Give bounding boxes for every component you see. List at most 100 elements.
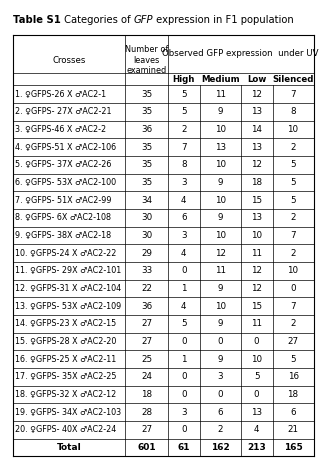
Text: 35: 35 xyxy=(141,178,152,187)
Text: 21: 21 xyxy=(288,426,299,434)
Text: 9: 9 xyxy=(217,213,223,223)
Text: 24: 24 xyxy=(141,372,152,382)
Text: 3: 3 xyxy=(181,178,187,187)
Text: 162: 162 xyxy=(211,443,229,452)
Text: 2: 2 xyxy=(217,426,223,434)
Text: 34: 34 xyxy=(141,196,152,205)
Text: 61: 61 xyxy=(178,443,190,452)
Text: 29: 29 xyxy=(141,249,152,258)
Text: 16: 16 xyxy=(288,372,299,382)
Text: 25: 25 xyxy=(141,355,152,364)
Text: 10: 10 xyxy=(215,302,226,311)
Text: 28: 28 xyxy=(141,408,152,417)
Text: 18: 18 xyxy=(141,390,152,399)
Text: 7: 7 xyxy=(290,90,296,99)
Text: 7: 7 xyxy=(290,302,296,311)
Text: 35: 35 xyxy=(141,108,152,116)
Text: 2: 2 xyxy=(290,249,296,258)
Text: 22: 22 xyxy=(141,284,152,293)
Text: 10: 10 xyxy=(288,125,299,134)
Text: 5: 5 xyxy=(290,160,296,170)
Text: 2: 2 xyxy=(290,213,296,223)
Text: Medium: Medium xyxy=(201,74,239,84)
Text: 4. ♀GFPS-51 X ♂AC2-106: 4. ♀GFPS-51 X ♂AC2-106 xyxy=(15,143,116,152)
Text: 5: 5 xyxy=(290,178,296,187)
Text: 213: 213 xyxy=(247,443,266,452)
Text: Crosses: Crosses xyxy=(52,55,86,65)
Text: 7: 7 xyxy=(181,143,187,152)
Text: 15: 15 xyxy=(251,302,262,311)
Text: 10: 10 xyxy=(251,231,262,240)
Text: 0: 0 xyxy=(254,390,260,399)
Text: 3: 3 xyxy=(181,231,187,240)
Text: 12: 12 xyxy=(251,160,262,170)
Text: 0: 0 xyxy=(181,337,187,346)
Text: 10: 10 xyxy=(288,267,299,275)
Text: 27: 27 xyxy=(288,337,299,346)
Text: 11. ♀GFPS- 29X ♂AC2-101: 11. ♀GFPS- 29X ♂AC2-101 xyxy=(15,267,122,275)
Text: 17. ♀GFPS- 35X ♂AC2-25: 17. ♀GFPS- 35X ♂AC2-25 xyxy=(15,372,117,382)
Text: 8: 8 xyxy=(290,108,296,116)
Text: 0: 0 xyxy=(181,390,187,399)
Text: 601: 601 xyxy=(137,443,156,452)
Text: 12: 12 xyxy=(251,267,262,275)
Text: 36: 36 xyxy=(141,125,152,134)
Text: 15. ♀GFPS-28 X ♂AC2-20: 15. ♀GFPS-28 X ♂AC2-20 xyxy=(15,337,117,346)
Text: 9: 9 xyxy=(217,355,223,364)
Text: Table S1: Table S1 xyxy=(13,15,61,25)
Text: 1: 1 xyxy=(181,355,187,364)
Text: 10: 10 xyxy=(215,231,226,240)
Text: 9: 9 xyxy=(217,319,223,328)
Text: 9. ♀GFPS- 38X ♂AC2-18: 9. ♀GFPS- 38X ♂AC2-18 xyxy=(15,231,111,240)
Text: 6: 6 xyxy=(181,213,187,223)
Text: 13: 13 xyxy=(251,143,262,152)
Text: 9: 9 xyxy=(217,284,223,293)
Text: 0: 0 xyxy=(290,284,296,293)
Text: 13: 13 xyxy=(215,143,226,152)
Text: 4: 4 xyxy=(181,196,187,205)
Text: 2. ♀GFPS- 27X ♂AC2-21: 2. ♀GFPS- 27X ♂AC2-21 xyxy=(15,108,112,116)
Text: 18: 18 xyxy=(251,178,262,187)
Text: 0: 0 xyxy=(217,390,223,399)
Text: 0: 0 xyxy=(181,426,187,434)
Text: 9: 9 xyxy=(217,108,223,116)
Text: 15: 15 xyxy=(251,196,262,205)
Text: 6: 6 xyxy=(217,408,223,417)
Text: 3: 3 xyxy=(181,408,187,417)
Text: 35: 35 xyxy=(141,160,152,170)
Text: 5: 5 xyxy=(181,90,187,99)
Text: 3: 3 xyxy=(217,372,223,382)
Text: Low: Low xyxy=(247,74,266,84)
Text: 10. ♀GFPS-24 X ♂AC2-22: 10. ♀GFPS-24 X ♂AC2-22 xyxy=(15,249,117,258)
Text: 27: 27 xyxy=(141,337,152,346)
Text: 13: 13 xyxy=(251,108,262,116)
Text: 12: 12 xyxy=(251,284,262,293)
Text: 4: 4 xyxy=(181,302,187,311)
Text: 7: 7 xyxy=(290,231,296,240)
Text: 27: 27 xyxy=(141,426,152,434)
Text: 18: 18 xyxy=(288,390,299,399)
Text: 19. ♀GFPS- 34X ♂AC2-103: 19. ♀GFPS- 34X ♂AC2-103 xyxy=(15,408,122,417)
Text: 2: 2 xyxy=(181,125,187,134)
Text: 5: 5 xyxy=(181,108,187,116)
Text: expression in F1 population: expression in F1 population xyxy=(153,15,294,25)
Text: 12: 12 xyxy=(215,249,226,258)
Text: 30: 30 xyxy=(141,231,152,240)
Text: 0: 0 xyxy=(217,337,223,346)
Text: 27: 27 xyxy=(141,319,152,328)
Text: Number of
leaves
examined: Number of leaves examined xyxy=(125,45,168,75)
Text: Categories of: Categories of xyxy=(61,15,133,25)
Text: 12. ♀GFPS-31 X ♂AC2-104: 12. ♀GFPS-31 X ♂AC2-104 xyxy=(15,284,122,293)
Text: 36: 36 xyxy=(141,302,152,311)
Text: 14. ♀GFPS-23 X ♂AC2-15: 14. ♀GFPS-23 X ♂AC2-15 xyxy=(15,319,116,328)
Text: 2: 2 xyxy=(290,143,296,152)
Text: Silenced: Silenced xyxy=(272,74,314,84)
Text: 11: 11 xyxy=(215,267,226,275)
Text: 0: 0 xyxy=(254,337,260,346)
Text: 4: 4 xyxy=(181,249,187,258)
Text: 1. ♀GFPS-26 X ♂AC2-1: 1. ♀GFPS-26 X ♂AC2-1 xyxy=(15,90,107,99)
Text: 5: 5 xyxy=(290,355,296,364)
Text: 11: 11 xyxy=(251,249,262,258)
Text: Total: Total xyxy=(57,443,81,452)
Text: High: High xyxy=(172,74,195,84)
